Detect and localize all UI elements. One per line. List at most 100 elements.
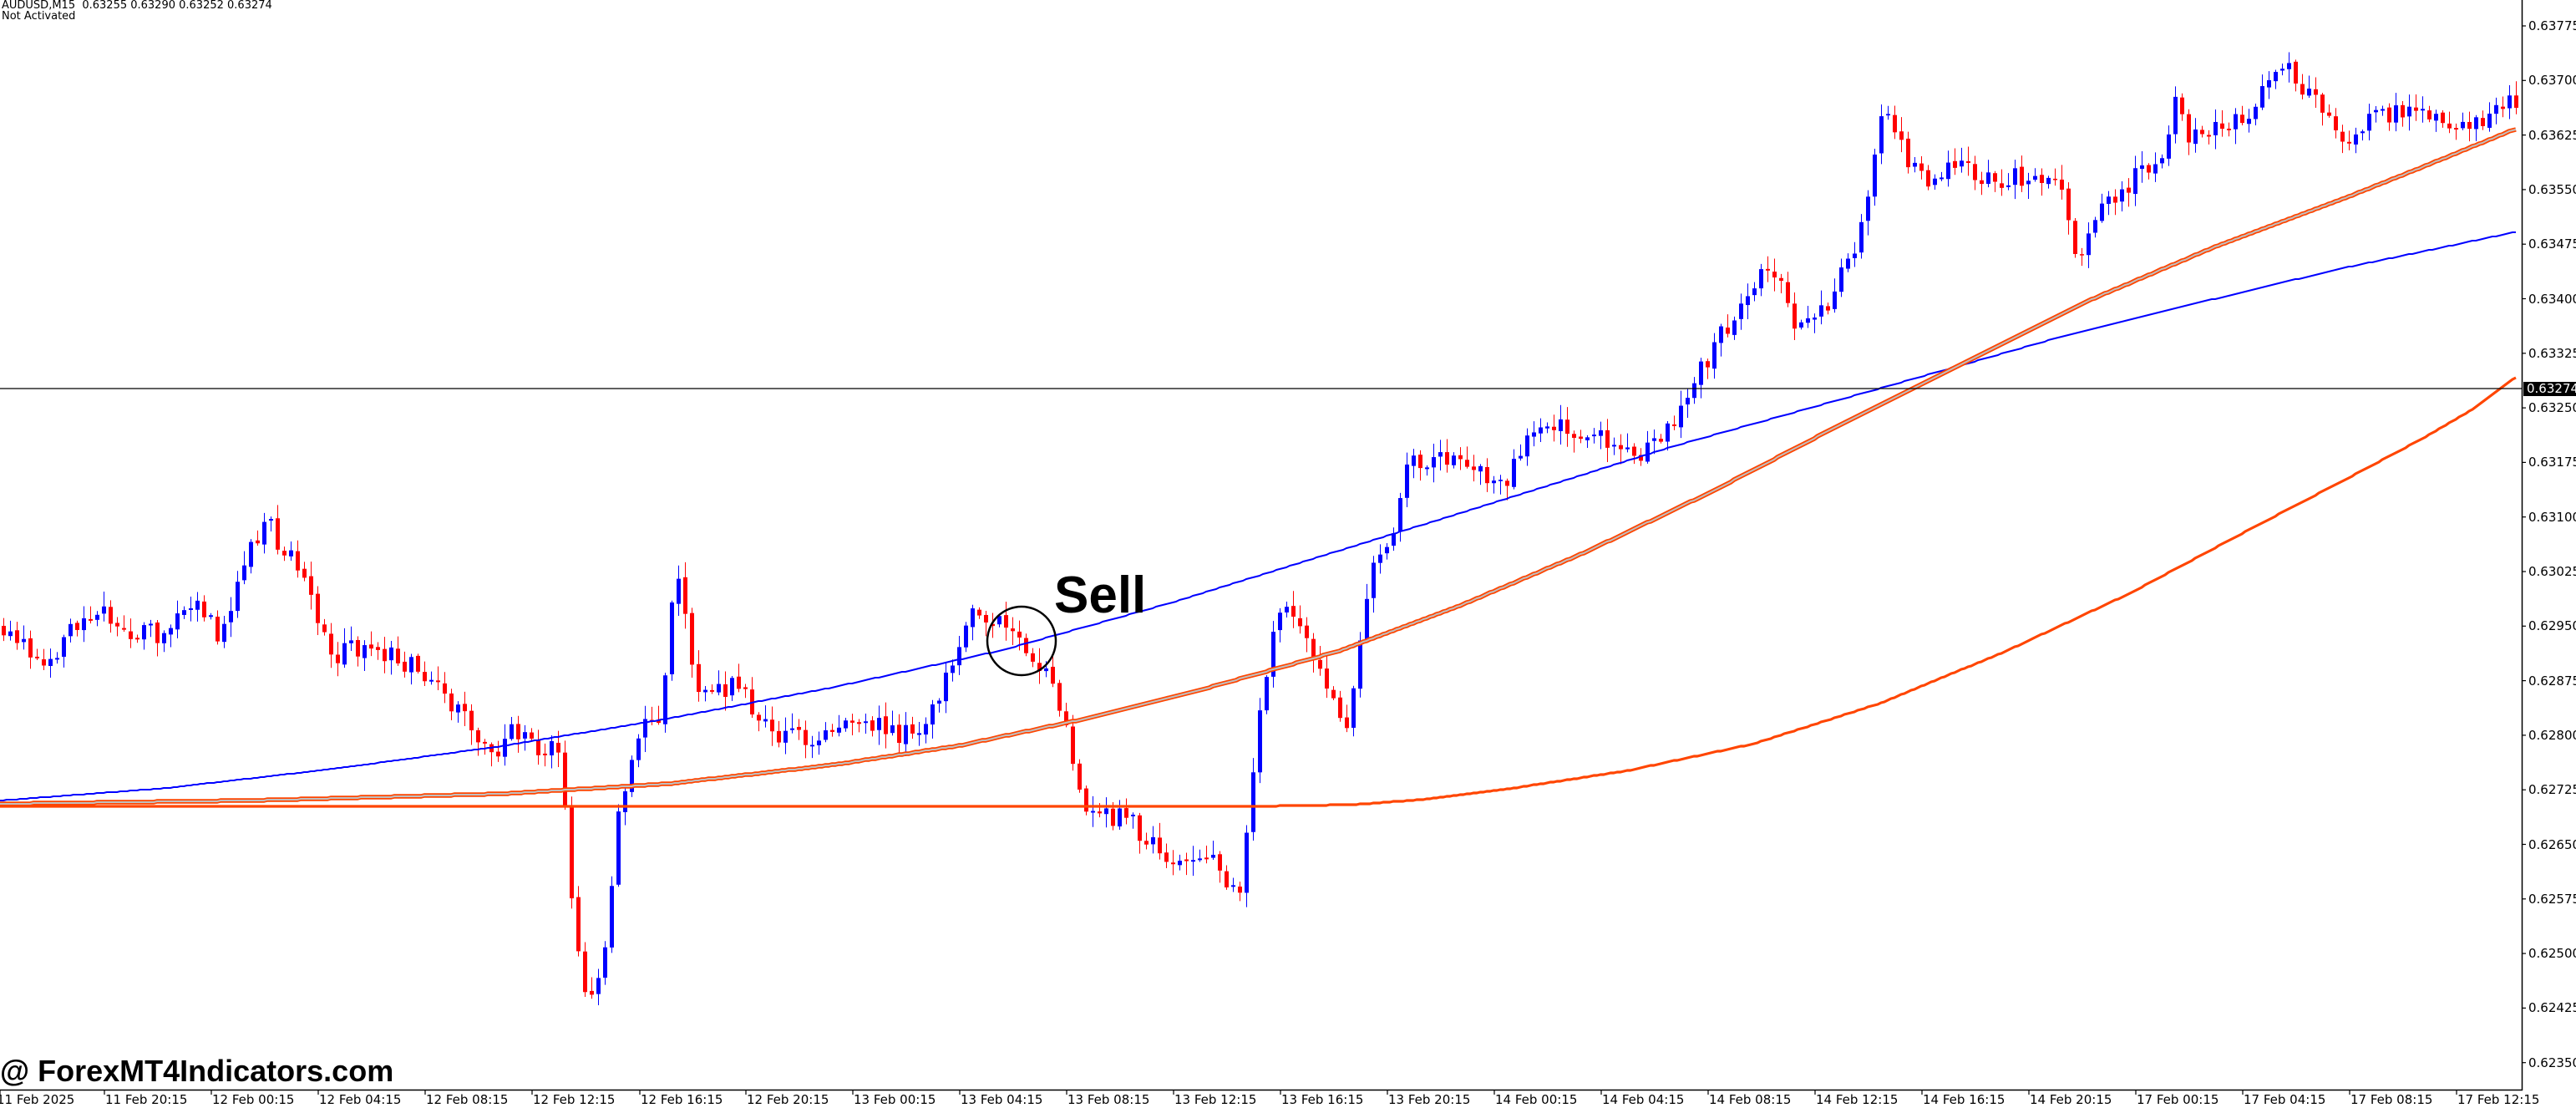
candle — [2207, 130, 2211, 145]
candle — [717, 670, 721, 696]
candle — [483, 739, 487, 755]
candle — [2467, 111, 2472, 142]
candle — [2381, 105, 2385, 116]
candle — [463, 691, 467, 726]
candle — [2147, 163, 2151, 180]
candle — [336, 642, 340, 677]
candle — [910, 716, 915, 739]
candle — [1338, 690, 1342, 722]
candle — [1091, 795, 1095, 827]
candle — [342, 628, 347, 668]
candle — [1425, 465, 1429, 476]
candle — [1786, 272, 1790, 307]
candle — [1158, 822, 1162, 860]
candle — [1826, 302, 1830, 315]
candle — [1980, 171, 1984, 196]
candle — [1732, 316, 1737, 340]
candle — [1418, 450, 1422, 481]
candle — [663, 673, 667, 733]
candle — [1806, 305, 1810, 328]
candle — [1392, 527, 1396, 551]
time-tick-label: 17 Feb 00:15 — [2137, 1092, 2219, 1107]
current-price-marker: 0.63274 — [2523, 382, 2576, 396]
candle — [937, 698, 941, 713]
candle — [590, 977, 594, 999]
candle — [1178, 854, 1182, 871]
candle — [636, 734, 641, 768]
candle — [2187, 109, 2191, 155]
candle — [469, 704, 474, 745]
price-tick-label: 0.63325 — [2528, 345, 2576, 361]
candle — [1412, 449, 1416, 479]
time-tick-label: 13 Feb 20:15 — [1388, 1092, 1471, 1107]
candle — [523, 724, 527, 751]
candle — [2140, 151, 2144, 183]
candle — [951, 659, 955, 682]
candle — [2040, 168, 2044, 196]
candle — [743, 684, 748, 699]
candle — [1519, 444, 1523, 461]
candle — [2167, 125, 2171, 166]
time-tick-label: 13 Feb 12:15 — [1174, 1092, 1257, 1107]
candle — [262, 512, 266, 554]
candle — [1712, 333, 1716, 379]
candle — [496, 740, 500, 762]
candle — [2213, 109, 2218, 150]
candle — [409, 653, 413, 685]
candle — [2354, 127, 2358, 154]
candle — [1585, 435, 1590, 449]
candle — [202, 595, 206, 622]
candle — [1478, 464, 1483, 485]
candle — [1726, 314, 1730, 338]
candle — [1572, 430, 1576, 453]
candle — [449, 689, 454, 720]
candle — [2287, 52, 2291, 83]
candle — [142, 622, 146, 650]
candle — [1759, 263, 1763, 297]
candle — [1879, 104, 1884, 165]
price-tick-label: 0.62350 — [2528, 1055, 2576, 1070]
candle — [169, 624, 173, 648]
candle — [1652, 429, 1656, 455]
candle — [723, 671, 728, 711]
sell-signal-label: Sell — [1054, 567, 1147, 624]
candle — [763, 705, 768, 728]
candle — [2073, 218, 2077, 258]
candle — [363, 640, 367, 672]
candle — [1746, 283, 1750, 319]
candle — [777, 720, 781, 748]
candle — [570, 796, 574, 909]
candle — [1051, 655, 1055, 688]
candle — [2160, 154, 2164, 169]
candle — [931, 699, 935, 739]
candle — [2120, 180, 2124, 211]
candle — [2087, 222, 2091, 268]
candle — [683, 562, 687, 629]
candle — [1171, 850, 1175, 876]
candle — [1839, 258, 1843, 297]
candle — [35, 648, 39, 661]
candle — [1525, 428, 1529, 466]
candle — [2514, 81, 2518, 114]
candle — [2180, 93, 2184, 121]
candle — [195, 592, 200, 622]
price-tick-label: 0.62950 — [2528, 618, 2576, 634]
candle — [830, 724, 834, 737]
candle — [1719, 323, 1723, 357]
candle — [68, 618, 73, 643]
candle — [1532, 421, 1536, 447]
price-tick-label: 0.62650 — [2528, 836, 2576, 852]
candle — [222, 615, 226, 648]
candle — [890, 710, 895, 736]
watermark: @ ForexMT4Indicators.com — [0, 1054, 394, 1088]
candle — [2066, 182, 2071, 235]
candle — [1846, 253, 1850, 272]
candle — [770, 706, 774, 746]
candle — [2274, 69, 2278, 89]
candle — [1144, 832, 1149, 850]
moving-average-lines — [0, 127, 2517, 808]
price-tick-label: 0.63475 — [2528, 236, 2576, 252]
candle — [1752, 282, 1757, 302]
